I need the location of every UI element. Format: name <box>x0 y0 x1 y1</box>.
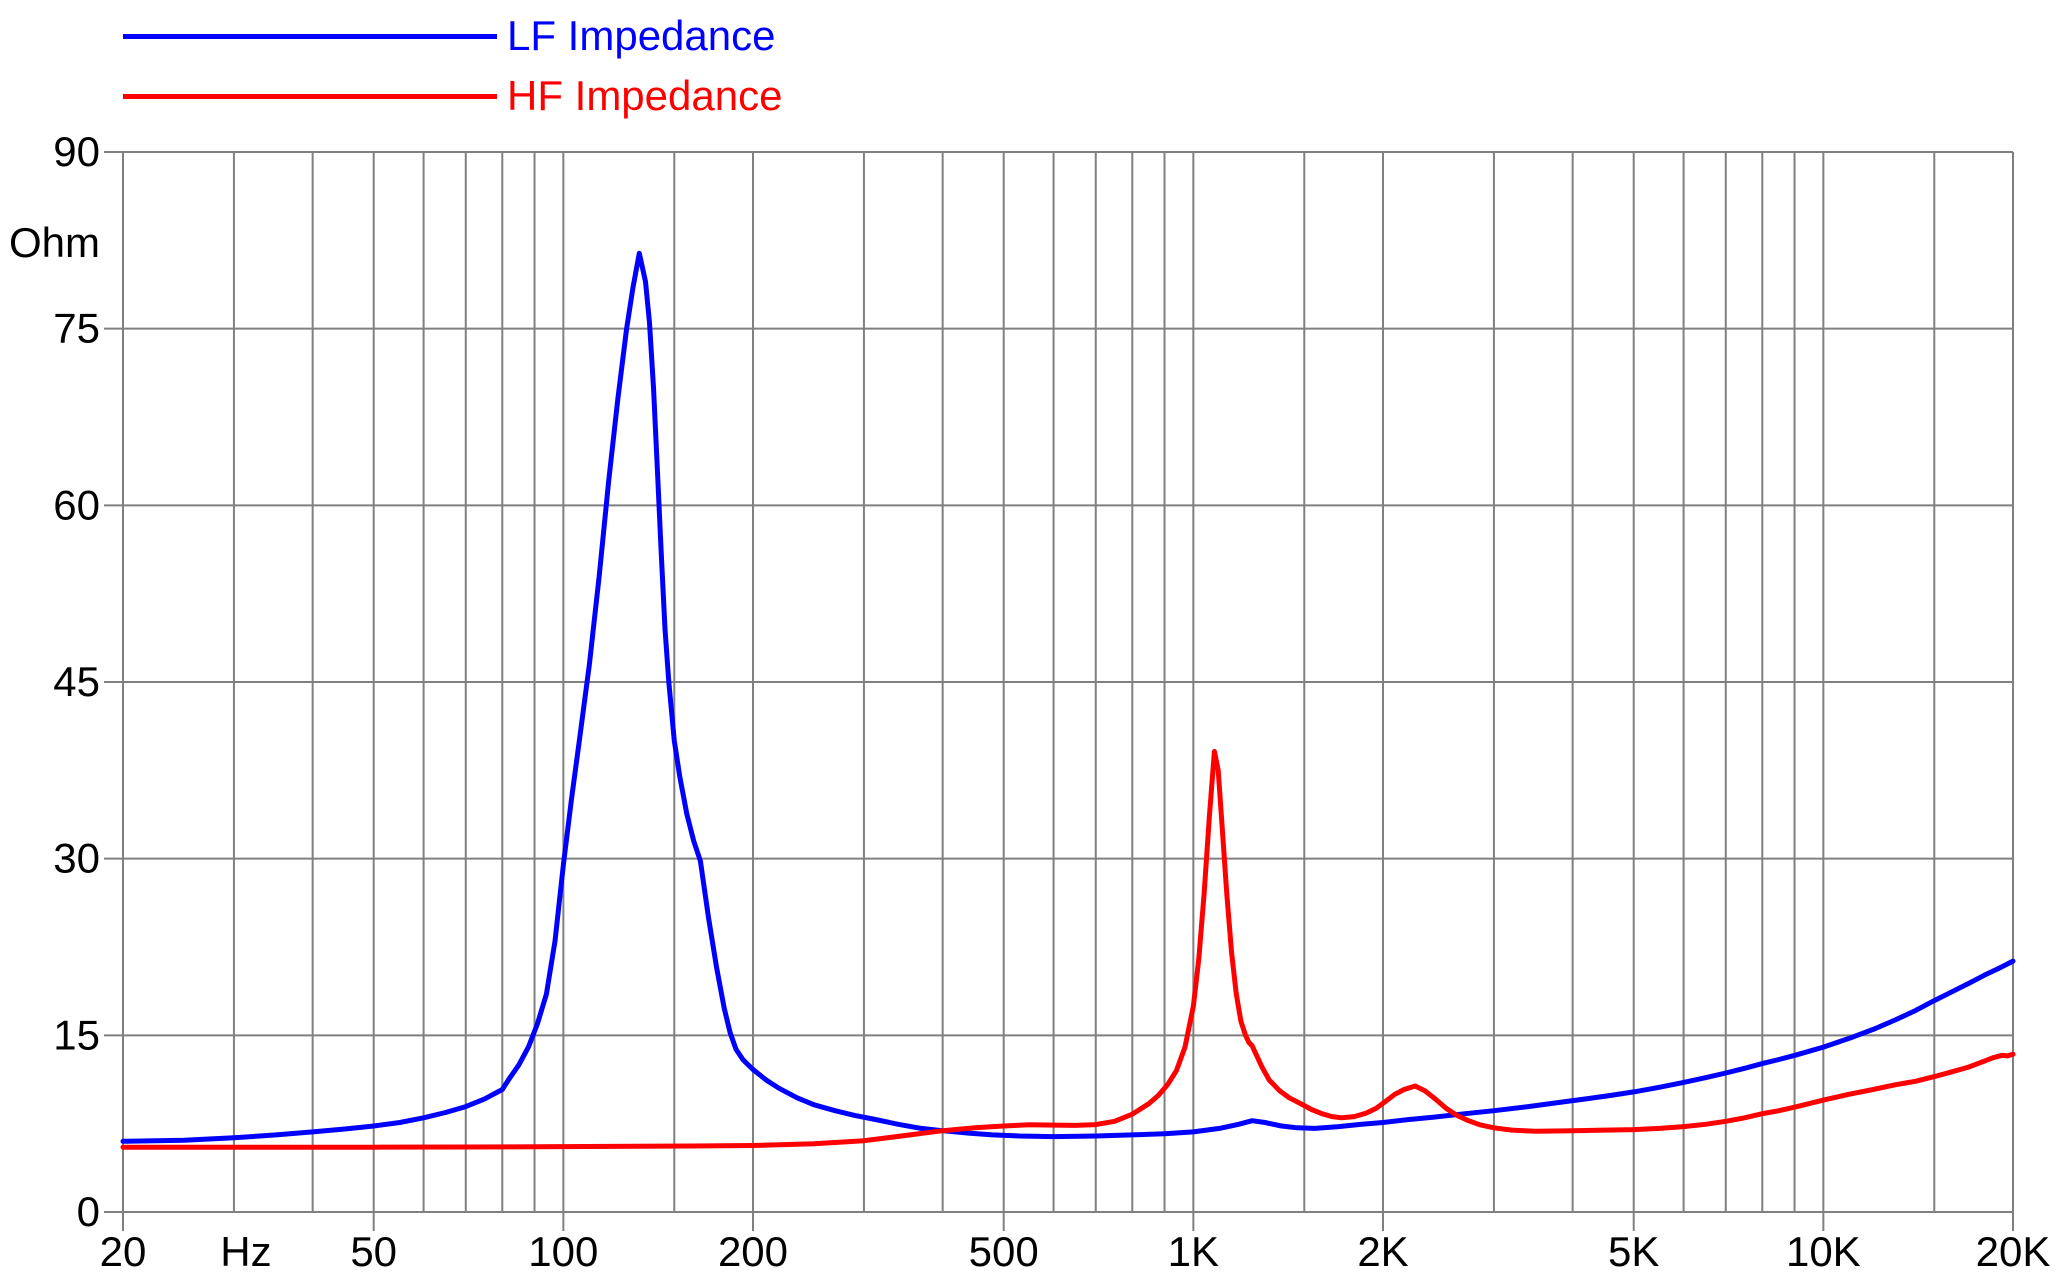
hf-legend-label: HF Impedance <box>507 72 783 119</box>
y-tick-label: 45 <box>53 658 100 705</box>
x-tick-label: 500 <box>969 1228 1039 1275</box>
y-axis-unit-label: Ohm <box>9 219 100 266</box>
lf-curve <box>120 250 2016 1144</box>
x-tick-label: 20 <box>100 1228 147 1275</box>
lf-legend-label: LF Impedance <box>507 12 776 59</box>
legend-item-hf: HF Impedance <box>123 71 782 121</box>
x-tick-label: 10K <box>1786 1228 1861 1275</box>
x-axis-unit-label: Hz <box>220 1228 271 1275</box>
y-tick-label: 75 <box>53 305 100 352</box>
x-tick-label: 100 <box>528 1228 598 1275</box>
x-tick-label: 50 <box>350 1228 397 1275</box>
x-tick-label: 2K <box>1357 1228 1408 1275</box>
y-tick-label: 60 <box>53 481 100 528</box>
y-tick-label: 0 <box>77 1188 100 1235</box>
y-tick-label: 15 <box>53 1011 100 1058</box>
y-tick-label: 30 <box>53 835 100 882</box>
hf-legend-line-swatch <box>123 93 497 99</box>
legend-item-lf: LF Impedance <box>123 11 776 61</box>
x-tick-label: 200 <box>718 1228 788 1275</box>
x-tick-label: 5K <box>1608 1228 1659 1275</box>
lf-legend-line-swatch <box>123 33 497 39</box>
y-tick-label: 90 <box>53 128 100 175</box>
x-tick-label: 20K <box>1976 1228 2051 1275</box>
hf-curve <box>120 749 2016 1150</box>
x-tick-label: 1K <box>1168 1228 1219 1275</box>
